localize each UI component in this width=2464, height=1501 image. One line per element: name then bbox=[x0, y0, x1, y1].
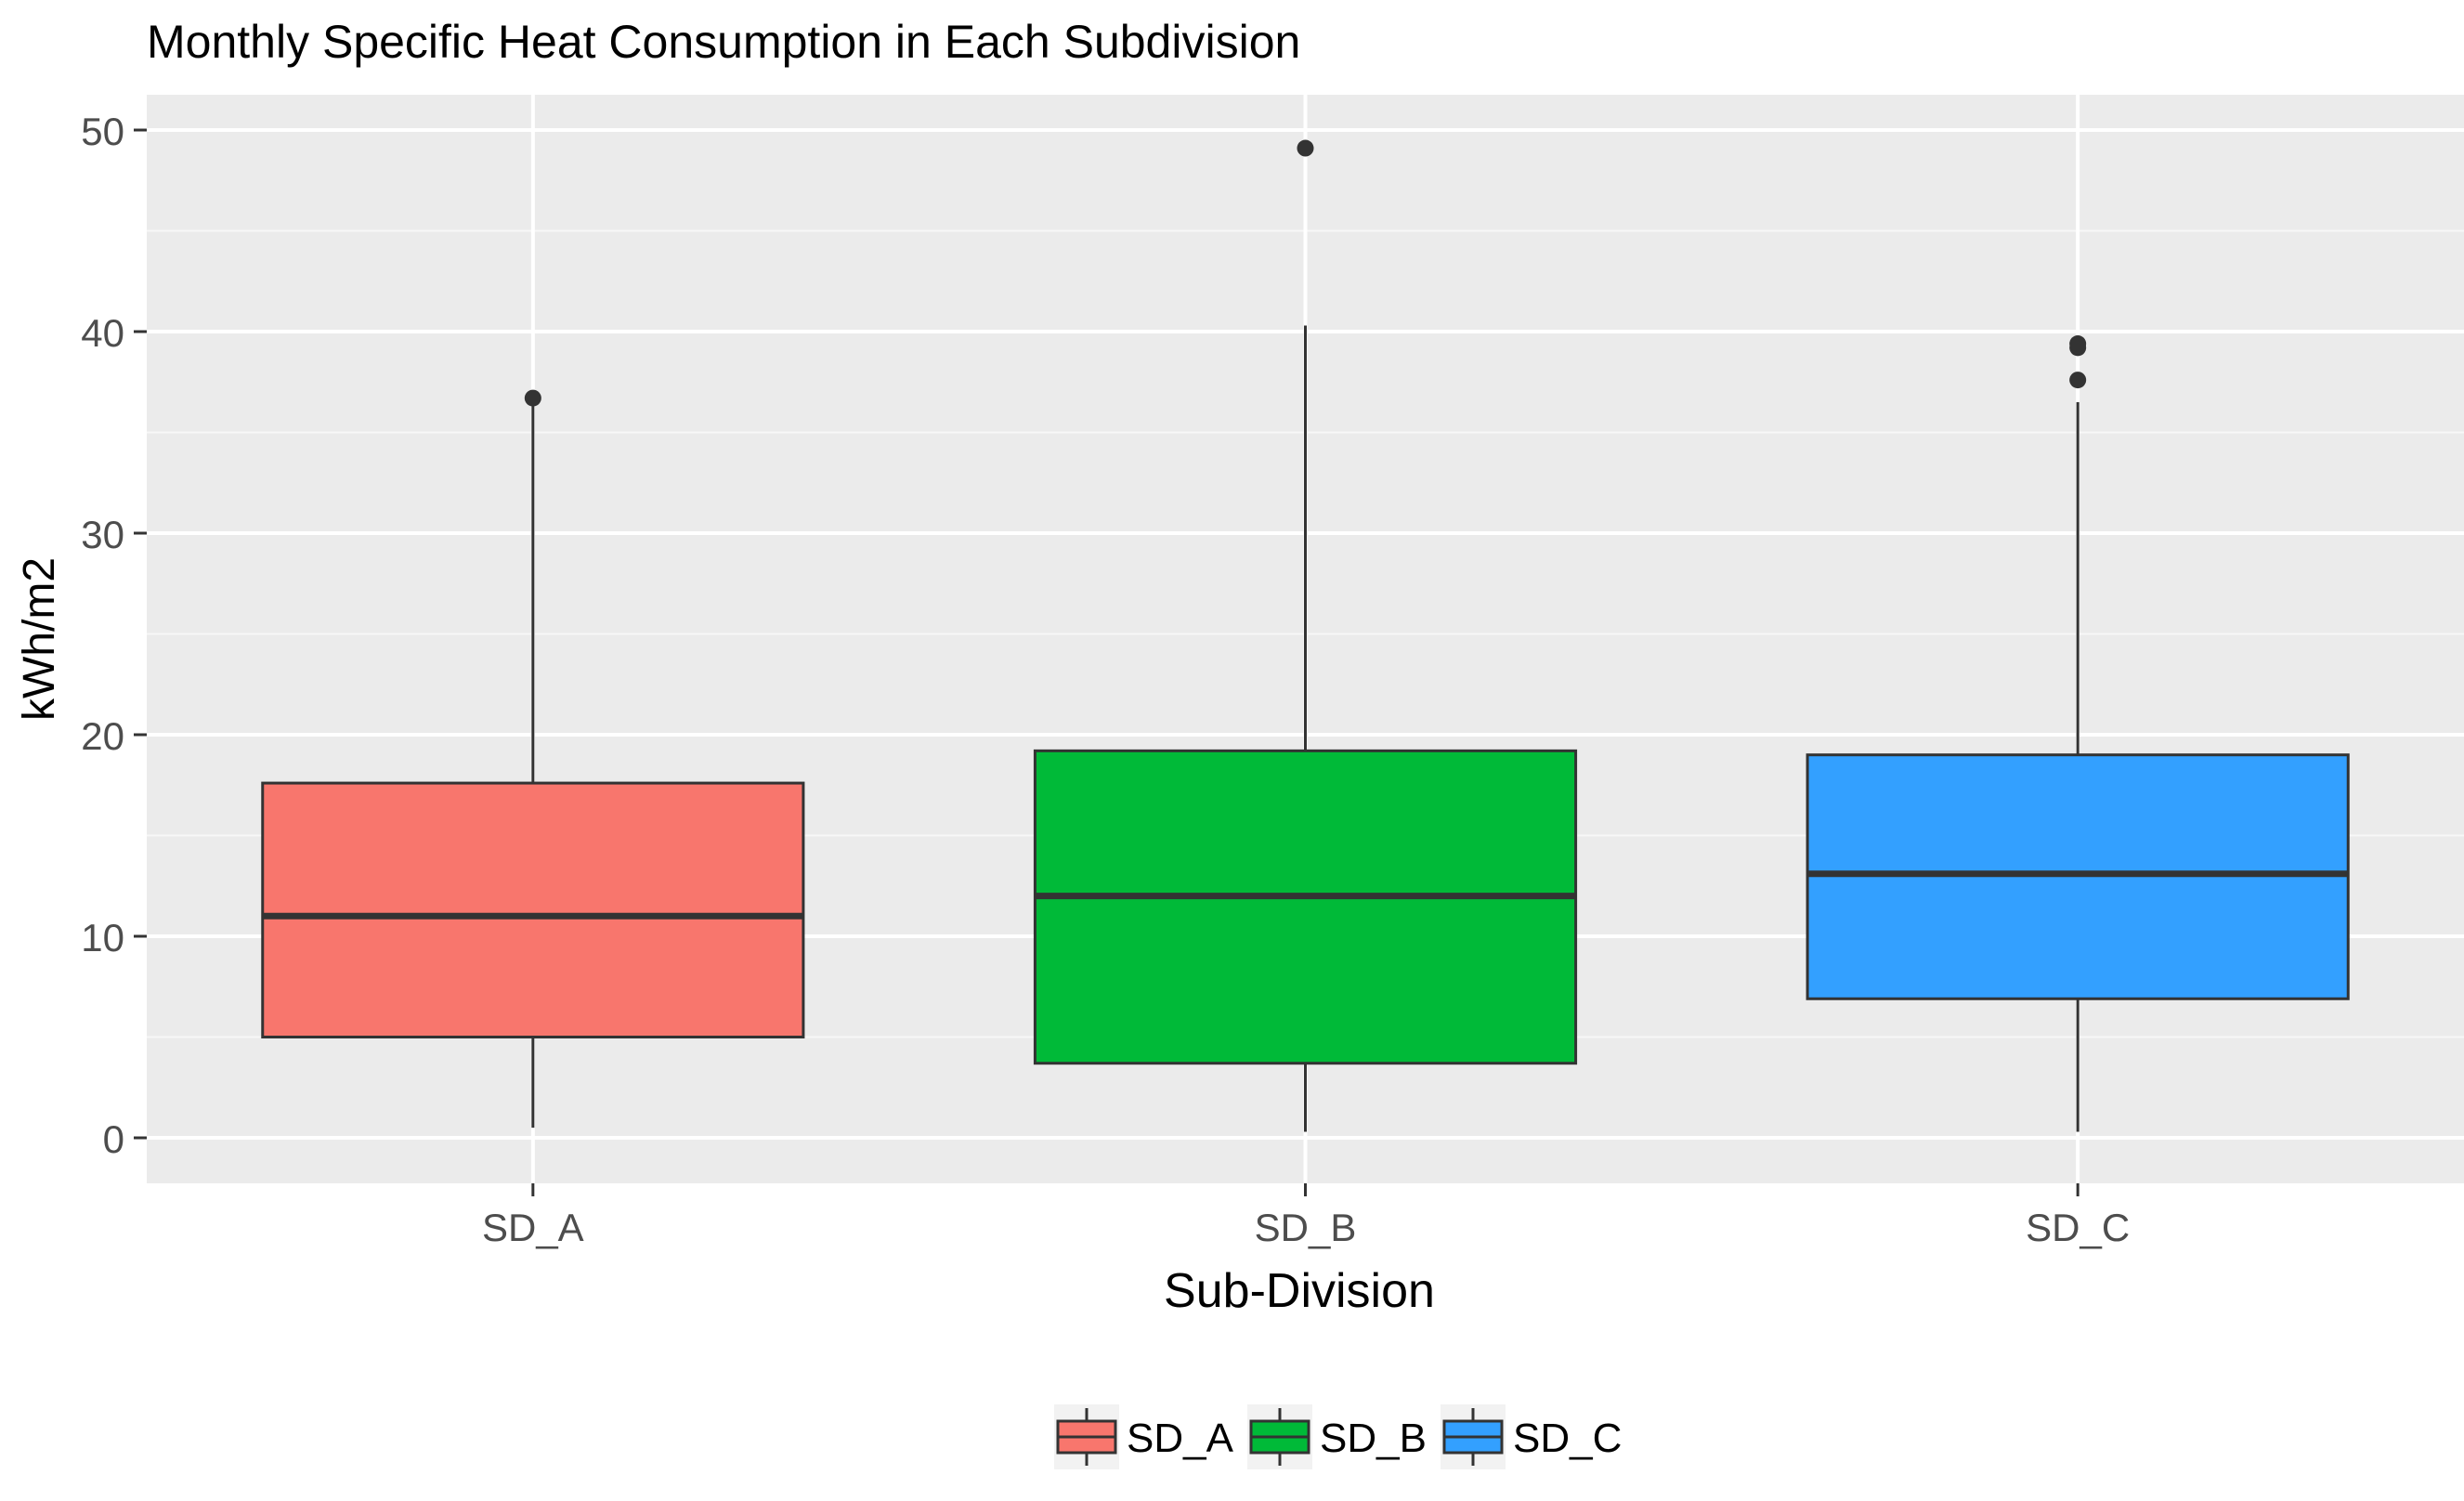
y-tick-label: 20 bbox=[81, 714, 124, 758]
y-tick-label: 0 bbox=[103, 1117, 124, 1161]
box-sd-a bbox=[261, 389, 805, 1129]
legend-label: SD_A bbox=[1127, 1416, 1234, 1461]
y-tick-label: 10 bbox=[81, 916, 124, 959]
box-sd-c bbox=[1806, 335, 2350, 1132]
outlier-point bbox=[2069, 372, 2087, 389]
y-axis-label: kWh/m2 bbox=[15, 557, 64, 721]
outlier-point bbox=[1297, 139, 1314, 157]
y-tick-label: 50 bbox=[81, 110, 124, 153]
box-iqr bbox=[261, 781, 805, 1039]
legend-label: SD_C bbox=[1513, 1416, 1622, 1461]
legend-item-sd-a: SD_A bbox=[1054, 1404, 1234, 1469]
y-tick-label: 40 bbox=[81, 311, 124, 355]
y-tick-label: 30 bbox=[81, 513, 124, 556]
x-tick-label: SD_C bbox=[2026, 1206, 2130, 1249]
box-sd-b bbox=[1033, 139, 1578, 1132]
x-tick-label: SD_A bbox=[482, 1206, 584, 1249]
outlier-point bbox=[2069, 335, 2087, 353]
box-series bbox=[261, 139, 2350, 1132]
legend: SD_A SD_B SD_C bbox=[1054, 1404, 1622, 1469]
legend-label: SD_B bbox=[1320, 1416, 1427, 1461]
legend-item-sd-b: SD_B bbox=[1247, 1404, 1427, 1469]
y-axis: 0 10 20 30 40 50 bbox=[81, 110, 147, 1161]
x-axis-label: Sub-Division bbox=[1164, 1264, 1435, 1318]
box-iqr bbox=[1033, 749, 1578, 1065]
outlier-point bbox=[524, 389, 541, 407]
legend-item-sd-c: SD_C bbox=[1441, 1404, 1622, 1469]
chart-title: Monthly Specific Heat Consumption in Eac… bbox=[147, 16, 1300, 68]
x-tick-label: SD_B bbox=[1255, 1206, 1357, 1249]
x-axis: SD_A SD_B SD_C bbox=[482, 1183, 2130, 1249]
